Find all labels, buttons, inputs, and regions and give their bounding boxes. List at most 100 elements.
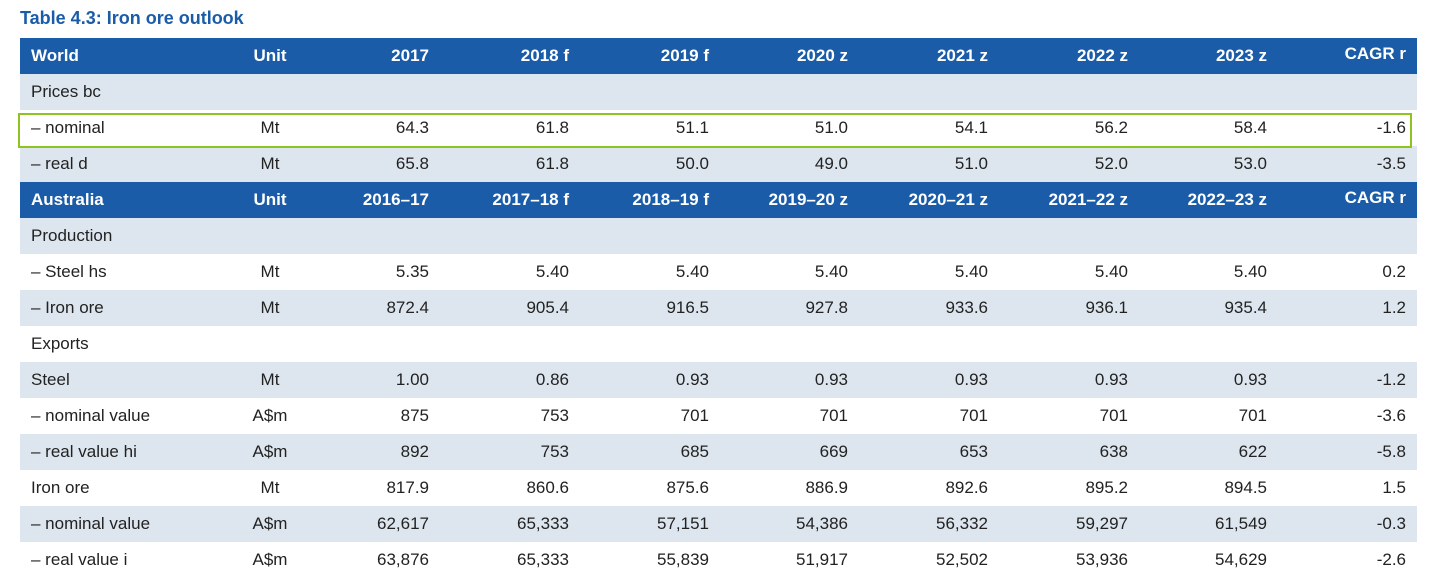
header-cell: CAGR r <box>1344 44 1406 63</box>
value-cell <box>440 218 580 254</box>
value-cell: 54,629 <box>1215 550 1267 569</box>
header-cell: 2019 f <box>660 46 709 65</box>
row-unit: A$m <box>252 406 288 425</box>
value-cell: 58.4 <box>1233 118 1267 137</box>
iron-ore-outlook-table: World Unit 2017 2018 f 2019 f 2020 z 2021 z 202… <box>20 38 1417 578</box>
value-cell: 1.2 <box>1382 298 1406 317</box>
value-cell: 933.6 <box>945 298 988 317</box>
value-cell: 61.8 <box>535 118 569 137</box>
header-cell: 2018–19 f <box>632 190 709 209</box>
australia-header-row: Australia Unit 2016–17 2017–18 f 2018–19 f 20… <box>20 182 1417 218</box>
value-cell: 54.1 <box>954 118 988 137</box>
value-cell: 65,333 <box>517 514 569 533</box>
value-cell: -2.6 <box>1376 550 1406 569</box>
row-label: – nominal value <box>31 514 151 533</box>
value-cell: 61.8 <box>535 154 569 173</box>
value-cell: 53,936 <box>1076 550 1128 569</box>
row-label: – real value hi <box>31 442 137 461</box>
header-cell: 2022–23 z <box>1187 190 1267 209</box>
value-cell: 936.1 <box>1085 298 1128 317</box>
row-unit: Mt <box>260 298 280 317</box>
value-cell: 895.2 <box>1085 478 1128 497</box>
value-cell: 0.86 <box>535 370 569 389</box>
row-label: Steel <box>31 370 70 389</box>
value-cell: 872.4 <box>386 298 429 317</box>
value-cell: 64.3 <box>395 118 429 137</box>
row-unit <box>225 74 315 110</box>
header-cell: Australia <box>31 190 104 209</box>
value-cell: 701 <box>1099 406 1128 425</box>
header-cell: 2016–17 <box>362 190 429 209</box>
value-cell: 701 <box>819 406 848 425</box>
value-cell: 5.40 <box>535 262 569 281</box>
value-cell <box>859 74 999 110</box>
value-cell: 57,151 <box>657 514 709 533</box>
value-cell: 892.6 <box>945 478 988 497</box>
table-row: – real value hi A$m 892 753 685 669 653 638 622 -… <box>20 434 1417 470</box>
value-cell: 61,549 <box>1215 514 1267 533</box>
value-cell: -0.3 <box>1376 514 1406 533</box>
value-cell: 894.5 <box>1224 478 1267 497</box>
row-unit <box>225 326 315 362</box>
table-body: World Unit 2017 2018 f 2019 f 2020 z 2021 z 202… <box>20 38 1417 578</box>
value-cell: 0.93 <box>1233 370 1267 389</box>
value-cell: 51,917 <box>796 550 848 569</box>
value-cell: 5.40 <box>814 262 848 281</box>
table-row: Steel Mt 1.00 0.86 0.93 0.93 0.93 0.93 0.93 -1.2 <box>20 362 1417 398</box>
value-cell <box>1139 74 1278 110</box>
value-cell: 892 <box>400 442 429 461</box>
value-cell: -1.6 <box>1376 118 1406 137</box>
row-unit: Mt <box>260 370 280 389</box>
value-cell: -3.6 <box>1376 406 1406 425</box>
value-cell: 622 <box>1238 442 1267 461</box>
header-cell: World <box>31 46 79 65</box>
value-cell: 62,617 <box>377 514 429 533</box>
value-cell: 5.40 <box>1233 262 1267 281</box>
value-cell <box>859 218 999 254</box>
header-cell: Unit <box>253 190 287 209</box>
value-cell: 685 <box>680 442 709 461</box>
value-cell: 0.93 <box>814 370 848 389</box>
value-cell: 669 <box>819 442 848 461</box>
row-unit: Mt <box>260 478 280 497</box>
value-cell: 5.40 <box>954 262 988 281</box>
value-cell: 51.1 <box>675 118 709 137</box>
value-cell: 59,297 <box>1076 514 1128 533</box>
row-label: – Iron ore <box>31 298 104 317</box>
header-cell: 2020 z <box>796 46 848 65</box>
value-cell: 63,876 <box>377 550 429 569</box>
value-cell: 0.93 <box>1094 370 1128 389</box>
row-label: – real value i <box>31 550 128 569</box>
value-cell <box>999 326 1139 362</box>
table-row: – Steel hs Mt 5.35 5.40 5.40 5.40 5.40 5.40 5.40… <box>20 254 1417 290</box>
value-cell: 753 <box>540 442 569 461</box>
table-row: – nominal Mt 64.3 61.8 51.1 51.0 54.1 56.2 58.4 -… <box>20 110 1417 146</box>
header-cell: Unit <box>253 46 287 65</box>
row-unit: A$m <box>252 514 288 533</box>
value-cell: 875.6 <box>666 478 709 497</box>
table-row: – nominal value A$m 62,617 65,333 57,151 54,3… <box>20 506 1417 542</box>
value-cell <box>440 74 580 110</box>
table-row: – Iron ore Mt 872.4 905.4 916.5 927.8 933.6 936… <box>20 290 1417 326</box>
value-cell <box>315 218 440 254</box>
header-cell: 2022 z <box>1076 46 1128 65</box>
header-cell: 2021–22 z <box>1048 190 1128 209</box>
value-cell <box>720 74 859 110</box>
header-cell: 2021 z <box>936 46 988 65</box>
value-cell: 0.93 <box>675 370 709 389</box>
value-cell: 701 <box>1238 406 1267 425</box>
value-cell: 927.8 <box>805 298 848 317</box>
row-label: – real d <box>31 154 88 173</box>
table-row: Exports <box>20 326 1417 362</box>
value-cell <box>1278 74 1417 110</box>
value-cell: 55,839 <box>657 550 709 569</box>
value-cell: 753 <box>540 406 569 425</box>
row-label: – nominal value <box>31 406 151 425</box>
header-cell: 2017–18 f <box>492 190 569 209</box>
value-cell <box>999 74 1139 110</box>
header-cell: 2017 <box>391 46 429 65</box>
table-row: – real d Mt 65.8 61.8 50.0 49.0 51.0 52.0 53.0 -3… <box>20 146 1417 182</box>
row-label: Production <box>31 226 113 245</box>
table-row: Production <box>20 218 1417 254</box>
value-cell: 916.5 <box>666 298 709 317</box>
